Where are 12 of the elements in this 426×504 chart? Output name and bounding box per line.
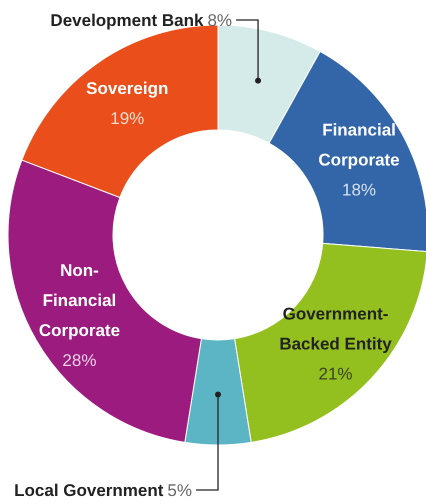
slice-label: Non-Financial Corporate [38, 260, 120, 340]
slice-label: Financial Corporate [318, 120, 400, 170]
data-label: 28% [62, 350, 96, 370]
slice-label: Local Government [14, 480, 164, 500]
data-label: 18% [342, 180, 376, 200]
data-label: 8% [207, 10, 232, 30]
slice-label: Government-Backed Entity [279, 304, 392, 354]
slice-label: Sovereign [86, 79, 168, 98]
data-label: 5% [167, 480, 192, 500]
data-label: 19% [110, 109, 144, 128]
data-label: 21% [318, 364, 353, 384]
slice-label: Development Bank [50, 10, 204, 30]
